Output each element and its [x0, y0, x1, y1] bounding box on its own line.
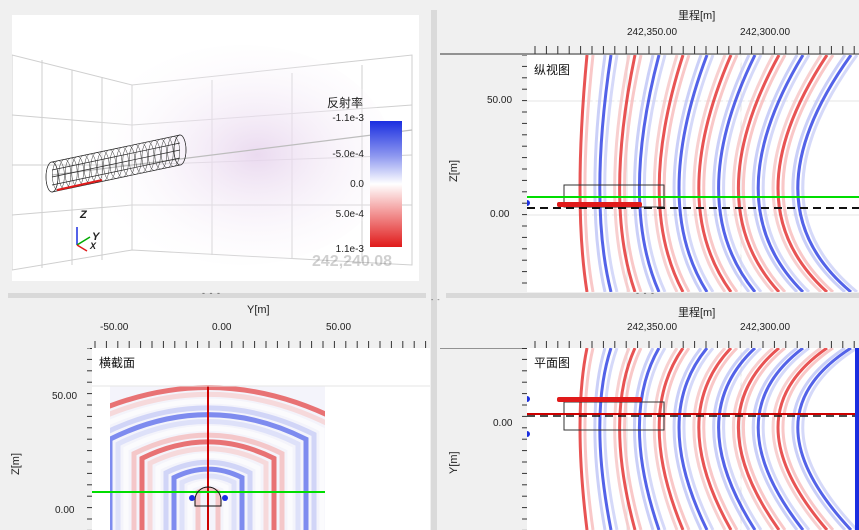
plan-y-axis-label: Y[m] — [448, 451, 460, 474]
axes-triad — [76, 227, 91, 252]
legend-colorbar — [370, 121, 402, 247]
axis-y-label: Y — [92, 231, 100, 243]
longitudinal-title: 纵视图 — [532, 61, 573, 78]
view-3d-scene — [12, 45, 413, 271]
cross-x-tick-0: -50.00 — [100, 322, 129, 333]
longitudinal-x-tick-1: 242,300.00 — [740, 27, 791, 38]
longitudinal-view-pane[interactable]: 里程[m] 242,350.00 242,300.00 Z[m] 50.00 0… — [440, 0, 859, 292]
horizontal-splitter-right-grip: - - - — [636, 288, 655, 298]
longitudinal-x-tick-0: 242,350.00 — [627, 27, 678, 38]
legend-tick-3: 5.0e-4 — [335, 209, 364, 220]
legend-tick-1: -5.0e-4 — [332, 149, 364, 160]
plan-x-tick-0: 242,350.00 — [627, 322, 678, 333]
axis-z-label: Z — [80, 209, 87, 221]
cross-x-ruler — [90, 341, 430, 349]
legend-title: 反射率 — [327, 96, 364, 110]
longitudinal-y-tick-1: 0.00 — [490, 209, 510, 220]
cross-section-pane[interactable]: Y[m] -50.00 0.00 50.00 Z[m] 50.00 0.00 横… — [0, 298, 430, 530]
axis-x-label: X — [90, 241, 97, 251]
plan-x-tick-1: 242,300.00 — [740, 322, 791, 333]
longitudinal-x-axis-label: 里程[m] — [678, 10, 716, 22]
legend-tick-0: -1.1e-3 — [332, 113, 364, 124]
vertical-splitter-grip: - - - — [431, 297, 447, 304]
longitudinal-plot[interactable]: 纵视图 — [527, 55, 859, 292]
legend-tick-4: 1.1e-3 — [335, 244, 364, 255]
legend-tick-2: 0.0 — [350, 179, 364, 190]
horizontal-splitter-right[interactable] — [446, 293, 859, 298]
plan-x-ruler — [440, 341, 859, 349]
cross-section-image — [92, 385, 430, 530]
plan-view-radargram — [527, 348, 859, 530]
view-3d-canvas[interactable]: Z Y X 反射率 -1.1e-3 -5.0e-4 0.0 5.0e-4 1.1… — [12, 15, 419, 281]
mileage-watermark: 242,240.08 — [312, 253, 393, 270]
cross-x-tick-2: 50.00 — [326, 322, 352, 333]
cross-y-tick-0: 50.00 — [52, 391, 78, 402]
plan-y-tick-0: 0.00 — [493, 418, 513, 429]
cross-section-title: 横截面 — [97, 354, 138, 371]
cross-section-plot[interactable]: 横截面 — [92, 348, 430, 530]
longitudinal-x-ruler — [440, 46, 859, 55]
longitudinal-y-axis-label: Z[m] — [448, 160, 460, 182]
cross-y-tick-1: 0.00 — [55, 505, 75, 516]
longitudinal-radargram — [527, 55, 859, 292]
plan-view-pane[interactable]: 里程[m] 242,350.00 242,300.00 Y[m] 0.00 平面… — [440, 298, 859, 530]
view-3d-pane[interactable]: Z Y X 反射率 -1.1e-3 -5.0e-4 0.0 5.0e-4 1.1… — [0, 0, 430, 292]
horizontal-splitter-left[interactable] — [8, 293, 426, 298]
cross-x-axis-label: Y[m] — [247, 304, 270, 316]
cross-x-tick-1: 0.00 — [212, 322, 232, 333]
horizontal-splitter-left-grip: - - - — [202, 288, 221, 298]
vertical-splitter[interactable] — [431, 10, 437, 530]
longitudinal-y-tick-0: 50.00 — [487, 95, 513, 106]
cross-y-axis-label: Z[m] — [10, 453, 22, 475]
plan-x-axis-label: 里程[m] — [678, 307, 716, 319]
plan-view-title: 平面图 — [532, 354, 573, 371]
plan-view-plot[interactable]: 平面图 — [527, 348, 859, 530]
